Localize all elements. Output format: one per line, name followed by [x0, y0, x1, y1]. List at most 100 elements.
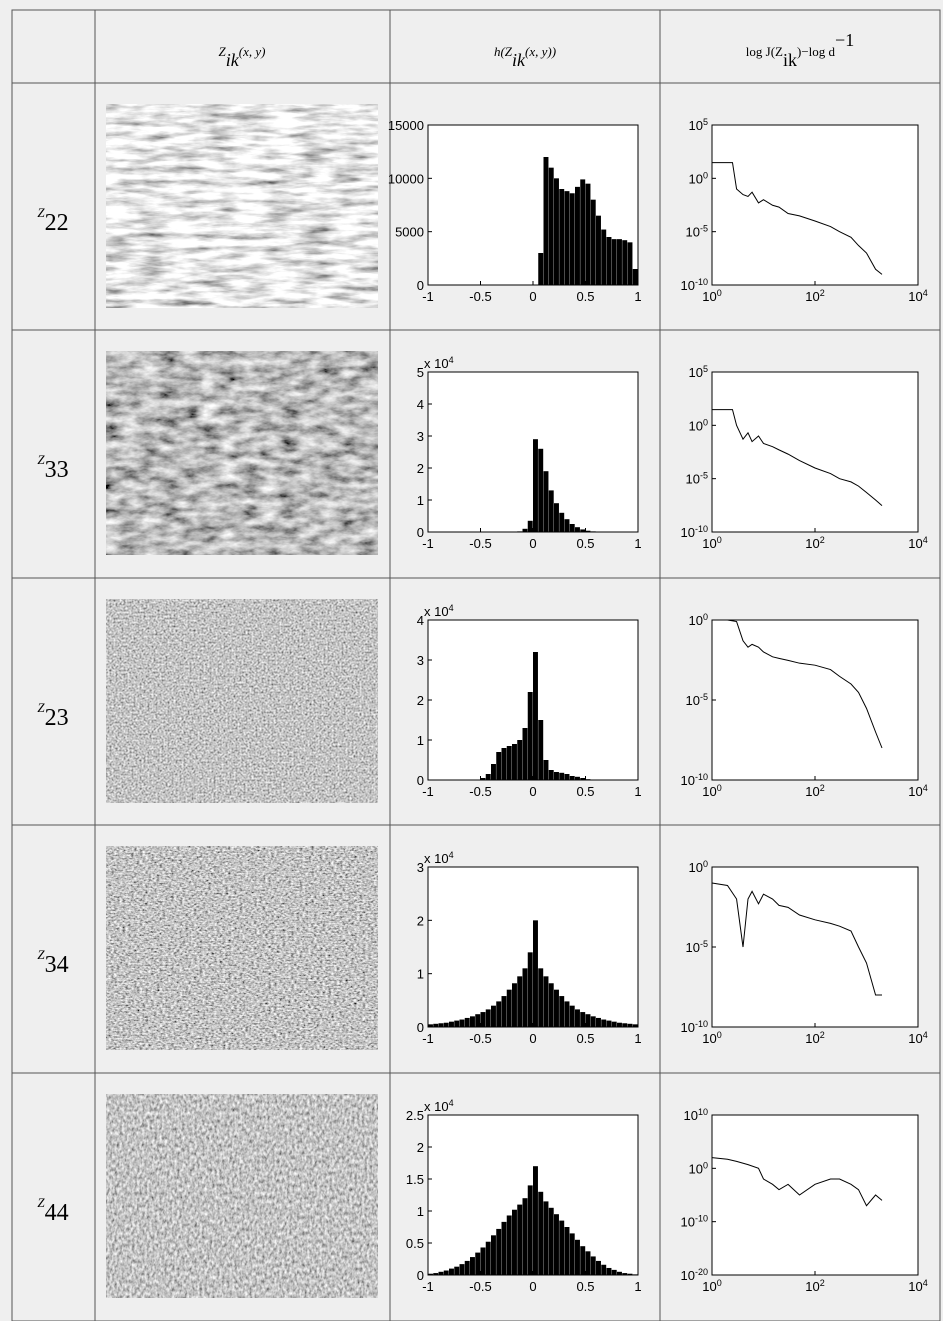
tick-label-part: 4 [923, 1278, 928, 1288]
tick-label-part: -10 [695, 772, 708, 782]
tick-label-part: 10 [686, 225, 700, 240]
histogram-bar [475, 1252, 481, 1275]
histogram-bar [496, 752, 502, 780]
tick-label-part: 0 [703, 170, 708, 180]
histogram-bar [580, 1012, 586, 1027]
histogram-bar [564, 191, 570, 285]
tick-label-part: 4 [923, 288, 928, 298]
tick-label: 10-5 [686, 471, 708, 487]
tick-label: 100 [689, 170, 708, 186]
histogram-bar [554, 772, 559, 780]
tick-label: -0.5 [469, 1279, 491, 1294]
histogram-bar [548, 167, 554, 285]
histogram-bar [580, 1246, 586, 1275]
histogram-bar [485, 774, 491, 780]
histogram-bar [533, 920, 538, 1027]
histogram-bar [569, 1005, 575, 1027]
histogram-bar [506, 989, 512, 1027]
histogram-bar [564, 519, 570, 532]
tick-label-part: 10 [681, 773, 695, 788]
histogram-bar [611, 1021, 617, 1027]
histogram-bar [538, 253, 544, 285]
tick-label: 0 [417, 773, 424, 788]
column-header-part: (x, y) [239, 44, 266, 59]
histogram-bar [512, 744, 517, 780]
histogram-bar [596, 1260, 601, 1275]
tick-label: 102 [805, 535, 824, 551]
tick-label: 0 [529, 536, 536, 551]
column-header-part: h(Z [494, 44, 513, 59]
tick-label: 104 [908, 783, 927, 799]
tick-label: 100 [702, 535, 721, 551]
histogram-bar [522, 728, 528, 780]
histogram-bar [548, 770, 554, 780]
tick-label: 10-10 [681, 1019, 708, 1035]
tick-label: 5000 [395, 225, 424, 240]
histogram-bar [606, 1267, 612, 1275]
histogram-bar [627, 1023, 633, 1027]
tick-label: 1 [417, 1204, 424, 1219]
histogram-bar [522, 1198, 528, 1275]
axis-multiplier: x 104 [424, 1098, 454, 1114]
spectrum-line [712, 619, 883, 749]
histogram-bar [496, 1001, 502, 1027]
tick-label: 0 [529, 784, 536, 799]
tick-label-part: 10 [689, 613, 703, 628]
histogram-bar [517, 740, 523, 780]
histogram-bar [564, 1001, 570, 1027]
histogram-bar [627, 242, 633, 285]
histogram-bar [569, 776, 575, 780]
histogram-bar [590, 1016, 596, 1027]
row-label-part: 22 [45, 210, 69, 236]
histogram-bar [606, 1020, 612, 1027]
tick-label: -1 [422, 536, 434, 551]
tick-label: 4 [417, 613, 424, 628]
histogram-bar [601, 1019, 607, 1027]
histogram-bar [506, 746, 512, 780]
histogram-bar [454, 1266, 460, 1275]
tick-label: 2.5 [406, 1108, 424, 1123]
histogram-bar [632, 1024, 638, 1027]
tick-label: -1 [422, 289, 434, 304]
tick-label: 0.5 [406, 1236, 424, 1251]
texture-image [106, 1094, 378, 1298]
tick-label: -1 [422, 784, 434, 799]
histogram-bar [459, 1264, 465, 1275]
histogram-bar [543, 976, 549, 1027]
histogram-bar [622, 240, 628, 285]
histogram-bar [611, 239, 617, 285]
row-label-part: Z [37, 205, 45, 220]
spectrum-line [712, 162, 883, 275]
axis-multiplier-part: 4 [449, 355, 454, 365]
histogram-bar [538, 448, 544, 532]
tick-label: 0.5 [576, 289, 594, 304]
tick-label: -0.5 [469, 536, 491, 551]
histogram-bar [575, 186, 580, 285]
row-label-part: Z [37, 947, 45, 962]
tick-label: 1 [634, 289, 641, 304]
tick-label-part: 4 [923, 535, 928, 545]
tick-label: -1 [422, 1279, 434, 1294]
tick-label: 3 [417, 653, 424, 668]
row-label: Z23 [37, 700, 68, 731]
histogram-bar [585, 1014, 591, 1027]
column-header: h(Zik(x, y)) [494, 44, 556, 70]
histogram-bar [480, 778, 486, 780]
tick-label: 0.5 [576, 536, 594, 551]
tick-label-part: 10 [702, 536, 716, 551]
histogram-bar [527, 520, 533, 532]
axis-multiplier-part: 4 [449, 1098, 454, 1108]
plot-area [712, 867, 918, 1027]
tick-label: 10-5 [686, 939, 708, 955]
tick-label: 10-10 [681, 277, 708, 293]
texture-image [106, 846, 378, 1050]
tick-label: 4 [417, 397, 424, 412]
plot-area [712, 372, 918, 532]
histogram-bar [580, 529, 586, 532]
tick-label-part: 10 [689, 418, 703, 433]
tick-label: 10-10 [681, 772, 708, 788]
row-label: Z22 [37, 205, 68, 236]
tick-label: 102 [805, 1030, 824, 1046]
tick-label: 105 [689, 364, 708, 380]
histogram-bar [575, 1239, 580, 1275]
